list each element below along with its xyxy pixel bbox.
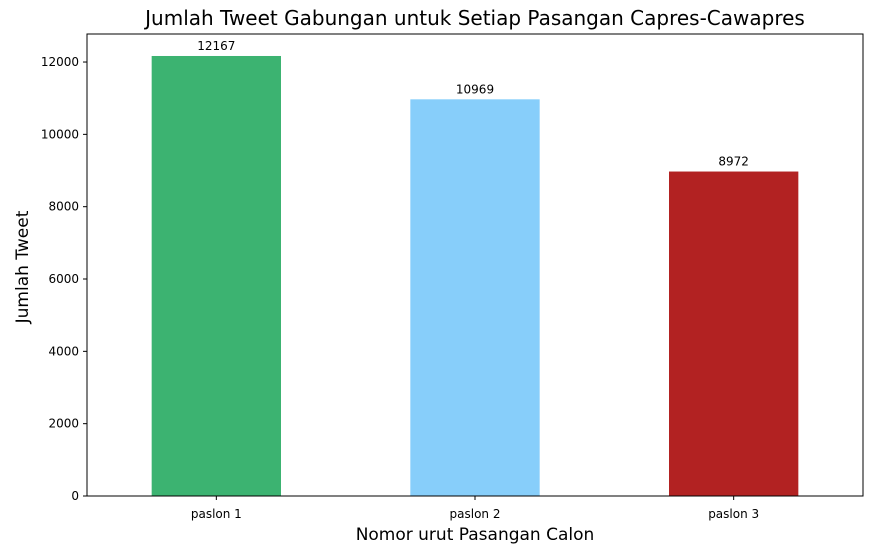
bar-3 bbox=[669, 171, 799, 497]
x-axis-title: Nomor urut Pasangan Calon bbox=[356, 525, 595, 545]
plot-frame bbox=[86, 33, 864, 497]
y-tick-label: 12000 bbox=[41, 55, 79, 69]
chart-title: Jumlah Tweet Gabungan untuk Setiap Pasan… bbox=[143, 6, 805, 30]
x-axis: paslon 1 paslon 2 paslon 3 bbox=[191, 496, 759, 521]
bar-2 bbox=[410, 99, 540, 497]
bar-value-label: 8972 bbox=[718, 155, 749, 169]
x-tick-label: paslon 1 bbox=[191, 507, 242, 521]
y-tick-label: 6000 bbox=[48, 272, 79, 286]
y-tick-label: 8000 bbox=[48, 200, 79, 214]
bar-value-label: 10969 bbox=[456, 82, 494, 96]
y-tick-label: 2000 bbox=[48, 417, 79, 431]
bar-value-label: 12167 bbox=[197, 39, 235, 53]
y-axis-title: Jumlah Tweet bbox=[13, 210, 33, 324]
y-tick-label: 0 bbox=[71, 489, 79, 503]
bars-group bbox=[151, 55, 799, 497]
bar-labels-group: 12167 10969 8972 bbox=[197, 39, 749, 169]
bar-1 bbox=[151, 55, 281, 496]
x-tick-label: paslon 3 bbox=[708, 507, 759, 521]
y-tick-label: 4000 bbox=[48, 344, 79, 358]
y-axis: 0 2000 4000 6000 8000 10000 12000 bbox=[41, 55, 87, 503]
x-tick-label: paslon 2 bbox=[450, 507, 501, 521]
y-tick-label: 10000 bbox=[41, 127, 79, 141]
